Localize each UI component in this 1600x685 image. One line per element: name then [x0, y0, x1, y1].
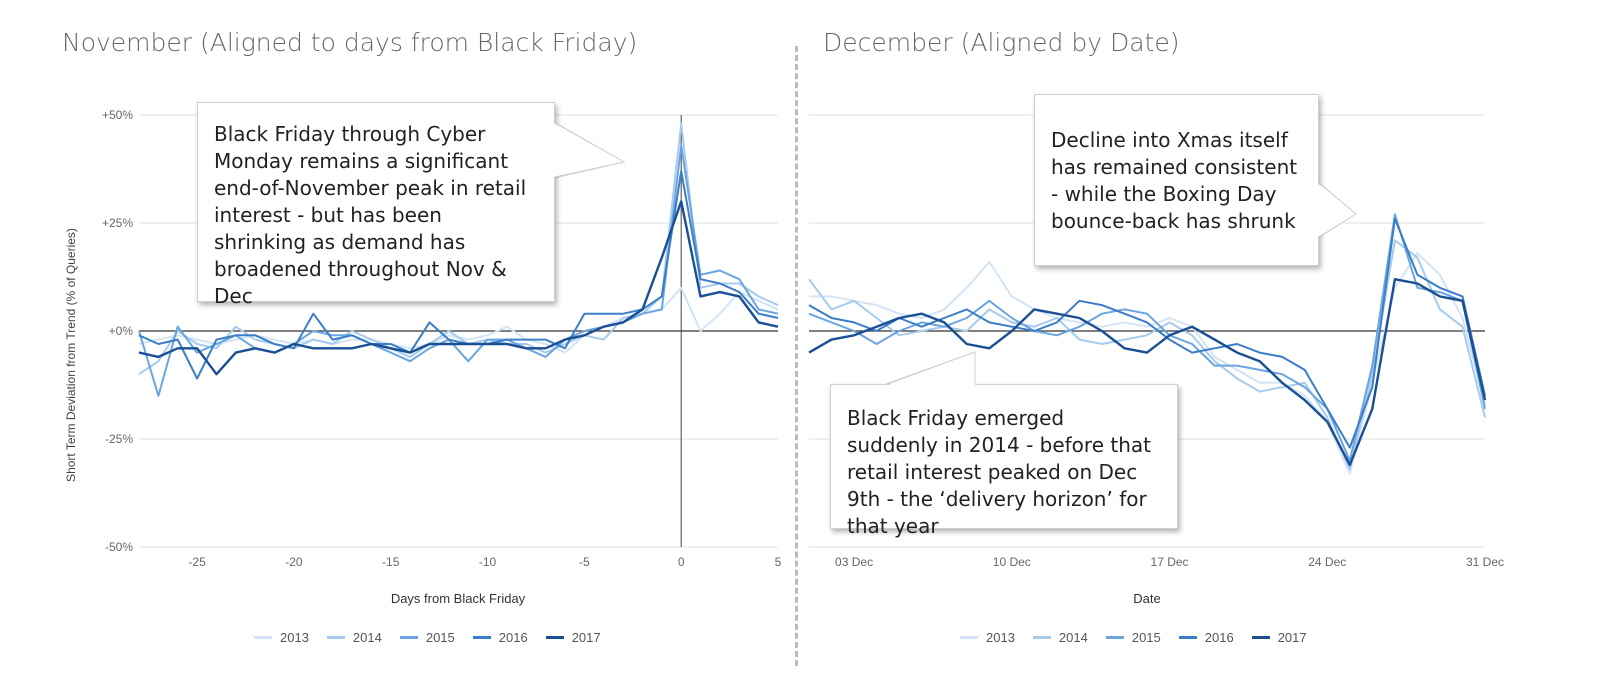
- legend-item-2013: 2013: [960, 630, 1015, 645]
- legend-label: 2017: [1277, 630, 1307, 645]
- x-tick-label: 24 Dec: [1308, 555, 1346, 569]
- x-tick-label: 17 Dec: [1151, 555, 1189, 569]
- right-x-axis-label: Date: [1133, 591, 1161, 606]
- legend-swatch: [399, 636, 418, 639]
- legend-swatch: [326, 636, 345, 639]
- right-chart-tick-labels: 03 Dec 10 Dec 17 Dec 24 Dec 31 Dec: [835, 555, 1504, 569]
- legend-label: 2014: [1058, 630, 1088, 645]
- x-tick-label: 03 Dec: [835, 555, 873, 569]
- legend-label: 2015: [425, 630, 455, 645]
- series-line-2014: [138, 122, 779, 376]
- legend-item-2016: 2016: [472, 630, 528, 645]
- right-chart-legend: 2013 2014 2015 2016 2017: [960, 630, 1307, 645]
- legend-item-2014: 2014: [1032, 630, 1088, 645]
- y-tick-label: +25%: [102, 216, 133, 230]
- right-chart-series-lines: [808, 213, 1487, 475]
- y-tick-label: -50%: [105, 540, 133, 554]
- legend-item-2017: 2017: [545, 630, 601, 645]
- x-tick-label: -10: [479, 555, 497, 569]
- x-tick-label: 0: [678, 555, 685, 569]
- legend-swatch: [1105, 636, 1124, 639]
- legend-label: 2015: [1131, 630, 1161, 645]
- left-chart-series-lines: [138, 122, 779, 397]
- x-tick-label: 10 Dec: [993, 555, 1031, 569]
- legend-swatch: [254, 636, 272, 639]
- x-tick-label: -25: [188, 555, 206, 569]
- legend-swatch: [472, 636, 491, 639]
- legend-item-2015: 2015: [399, 630, 455, 645]
- legend-item-2014: 2014: [326, 630, 382, 645]
- legend-label: 2016: [1204, 630, 1234, 645]
- series-line-2016: [808, 217, 1486, 449]
- legend-label: 2016: [498, 630, 528, 645]
- callout-black-friday-cyber-monday: Black Friday through Cyber Monday remain…: [197, 102, 555, 308]
- legend-label: 2017: [571, 630, 601, 645]
- left-chart-tick-labels: +50% +25% +0% -25% -50% -25 -20 -15 -10 -5 0 5: [102, 108, 782, 569]
- legend-label: 2013: [986, 630, 1015, 645]
- legend-item-2015: 2015: [1105, 630, 1161, 645]
- series-line-2017: [138, 200, 779, 376]
- callout-pointer: [553, 121, 626, 179]
- series-line-2016: [138, 170, 779, 380]
- x-tick-label: -5: [579, 555, 590, 569]
- series-line-2017: [808, 278, 1487, 467]
- x-tick-label: -15: [382, 555, 400, 569]
- legend-swatch: [1178, 636, 1197, 639]
- x-tick-label: -20: [285, 555, 303, 569]
- legend-swatch: [1032, 636, 1051, 639]
- legend-item-2013: 2013: [254, 630, 309, 645]
- callout-pointer: [1317, 180, 1357, 239]
- legend-swatch: [960, 636, 978, 639]
- legend-label: 2014: [352, 630, 382, 645]
- series-line-2015: [808, 213, 1486, 462]
- left-x-axis-label: Days from Black Friday: [390, 591, 526, 606]
- x-tick-label: 31 Dec: [1466, 555, 1504, 569]
- legend-swatch: [1251, 636, 1270, 639]
- y-tick-label: +0%: [109, 324, 134, 338]
- legend-swatch: [545, 636, 564, 639]
- series-line-2014: [808, 239, 1486, 471]
- y-tick-label: +50%: [102, 108, 133, 122]
- callout-xmas-decline: Decline into Xmas itself has remained co…: [1034, 94, 1319, 266]
- callout-black-friday-2014: Black Friday emerged suddenly in 2014 - …: [830, 384, 1178, 538]
- left-chart-title: November (Aligned to days from Black Fri…: [62, 28, 638, 57]
- legend-label: 2013: [280, 630, 309, 645]
- legend-item-2017: 2017: [1251, 630, 1307, 645]
- x-tick-label: 5: [775, 555, 782, 569]
- legend-item-2016: 2016: [1178, 630, 1234, 645]
- callout-pointer: [884, 351, 976, 386]
- left-chart-legend: 2013 2014 2015 2016 2017: [254, 630, 601, 645]
- right-chart-title: December (Aligned by Date): [823, 28, 1180, 57]
- y-tick-label: -25%: [105, 432, 133, 446]
- y-axis-label: Short Term Deviation from Trend (% of Qu…: [64, 228, 78, 482]
- panel-divider: [795, 46, 798, 666]
